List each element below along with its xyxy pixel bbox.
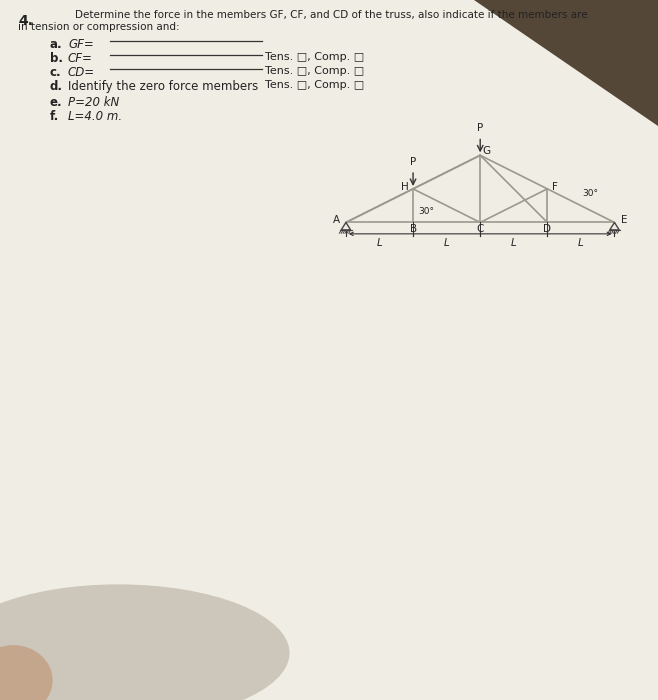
Text: C: C — [476, 224, 484, 234]
Ellipse shape — [0, 584, 290, 700]
Text: B: B — [409, 224, 417, 234]
Text: Tens. □, Comp. □: Tens. □, Comp. □ — [265, 80, 365, 90]
Text: d.: d. — [50, 80, 63, 93]
Text: c.: c. — [50, 66, 62, 79]
Text: G: G — [483, 146, 491, 156]
Text: Determine the force in the members GF, CF, and CD of the truss, also indicate if: Determine the force in the members GF, C… — [75, 10, 588, 20]
Text: P: P — [477, 123, 484, 133]
Text: e.: e. — [50, 96, 63, 109]
Text: P: P — [410, 157, 417, 167]
Text: D: D — [544, 224, 551, 234]
Text: GF=: GF= — [68, 38, 93, 51]
Text: L: L — [376, 237, 382, 248]
Text: L: L — [511, 237, 517, 248]
Text: A: A — [333, 216, 340, 225]
Text: 4.: 4. — [18, 14, 33, 28]
Text: a.: a. — [50, 38, 63, 51]
Text: CD=: CD= — [68, 66, 95, 79]
Text: E: E — [620, 216, 627, 225]
Text: Tens. □, Comp. □: Tens. □, Comp. □ — [265, 66, 365, 76]
Polygon shape — [474, 0, 658, 126]
Text: L=4.0 m.: L=4.0 m. — [68, 110, 122, 123]
Text: P=20 kN: P=20 kN — [68, 96, 119, 109]
Text: b.: b. — [50, 52, 63, 65]
Text: H: H — [401, 182, 409, 192]
Ellipse shape — [0, 645, 53, 700]
Text: Identify the zero force members: Identify the zero force members — [68, 80, 258, 93]
Text: L: L — [443, 237, 449, 248]
Text: 30°: 30° — [418, 206, 434, 216]
Text: 30°: 30° — [582, 189, 598, 198]
Text: F: F — [553, 182, 559, 192]
Text: L: L — [578, 237, 584, 248]
Text: f.: f. — [50, 110, 59, 123]
Text: CF=: CF= — [68, 52, 93, 65]
Text: Tens. □, Comp. □: Tens. □, Comp. □ — [265, 52, 365, 62]
Text: in tension or compression and:: in tension or compression and: — [18, 22, 180, 32]
